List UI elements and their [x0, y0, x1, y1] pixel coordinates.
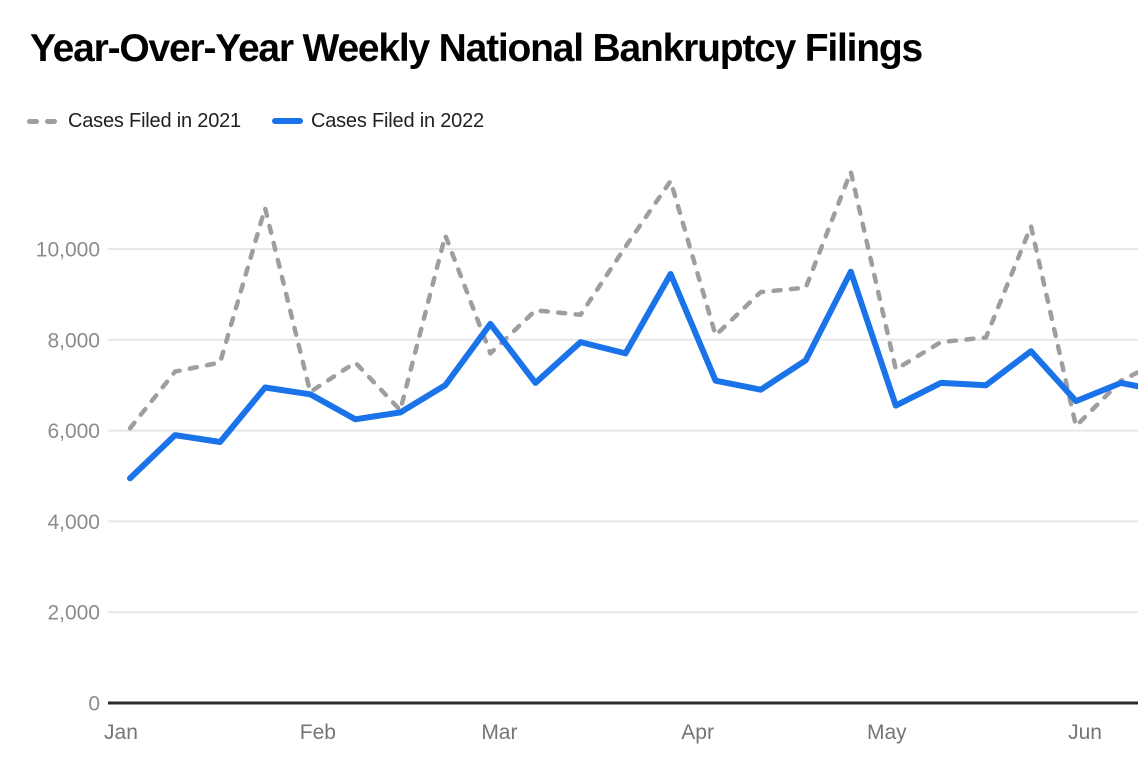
legend-label-2021: Cases Filed in 2021 [68, 109, 241, 132]
y-tick-label: 2,000 [47, 602, 100, 625]
dash-segment [45, 118, 57, 124]
x-tick-label: Jun [1068, 721, 1102, 744]
x-axis-labels: Jan Feb Mar Apr May Jun [104, 721, 1102, 744]
legend-label-2022: Cases Filed in 2022 [310, 109, 484, 132]
x-tick-label: Feb [300, 721, 336, 744]
series-2022-line[interactable] [127, 268, 1138, 482]
gridlines [108, 248, 1138, 614]
y-axis-labels: 0 2,000 4,000 6,000 8,000 10,000 [36, 239, 100, 716]
dashed-line-swatch-icon [27, 118, 57, 124]
y-tick-label: 0 [88, 693, 100, 716]
y-tick-label: 4,000 [47, 511, 100, 534]
y-tick-label: 6,000 [47, 420, 100, 443]
y-tick-label: 8,000 [47, 329, 100, 352]
x-tick-label: Jan [104, 721, 138, 744]
legend: Cases Filed in 2021 Cases Filed in 2022 [27, 107, 484, 135]
x-tick-label: Apr [681, 721, 714, 744]
legend-item-2022[interactable]: Cases Filed in 2022 [271, 109, 484, 133]
solid-line-swatch-icon [271, 118, 303, 124]
x-tick-label: May [867, 721, 907, 744]
series-2021-line[interactable] [127, 169, 1138, 431]
x-tick-label: Mar [481, 721, 517, 744]
dash-segment [27, 118, 39, 124]
y-tick-label: 10,000 [36, 239, 100, 262]
legend-item-2021[interactable]: Cases Filed in 2021 [27, 110, 241, 133]
chart-title: Year-Over-Year Weekly National Bankruptc… [30, 27, 923, 70]
